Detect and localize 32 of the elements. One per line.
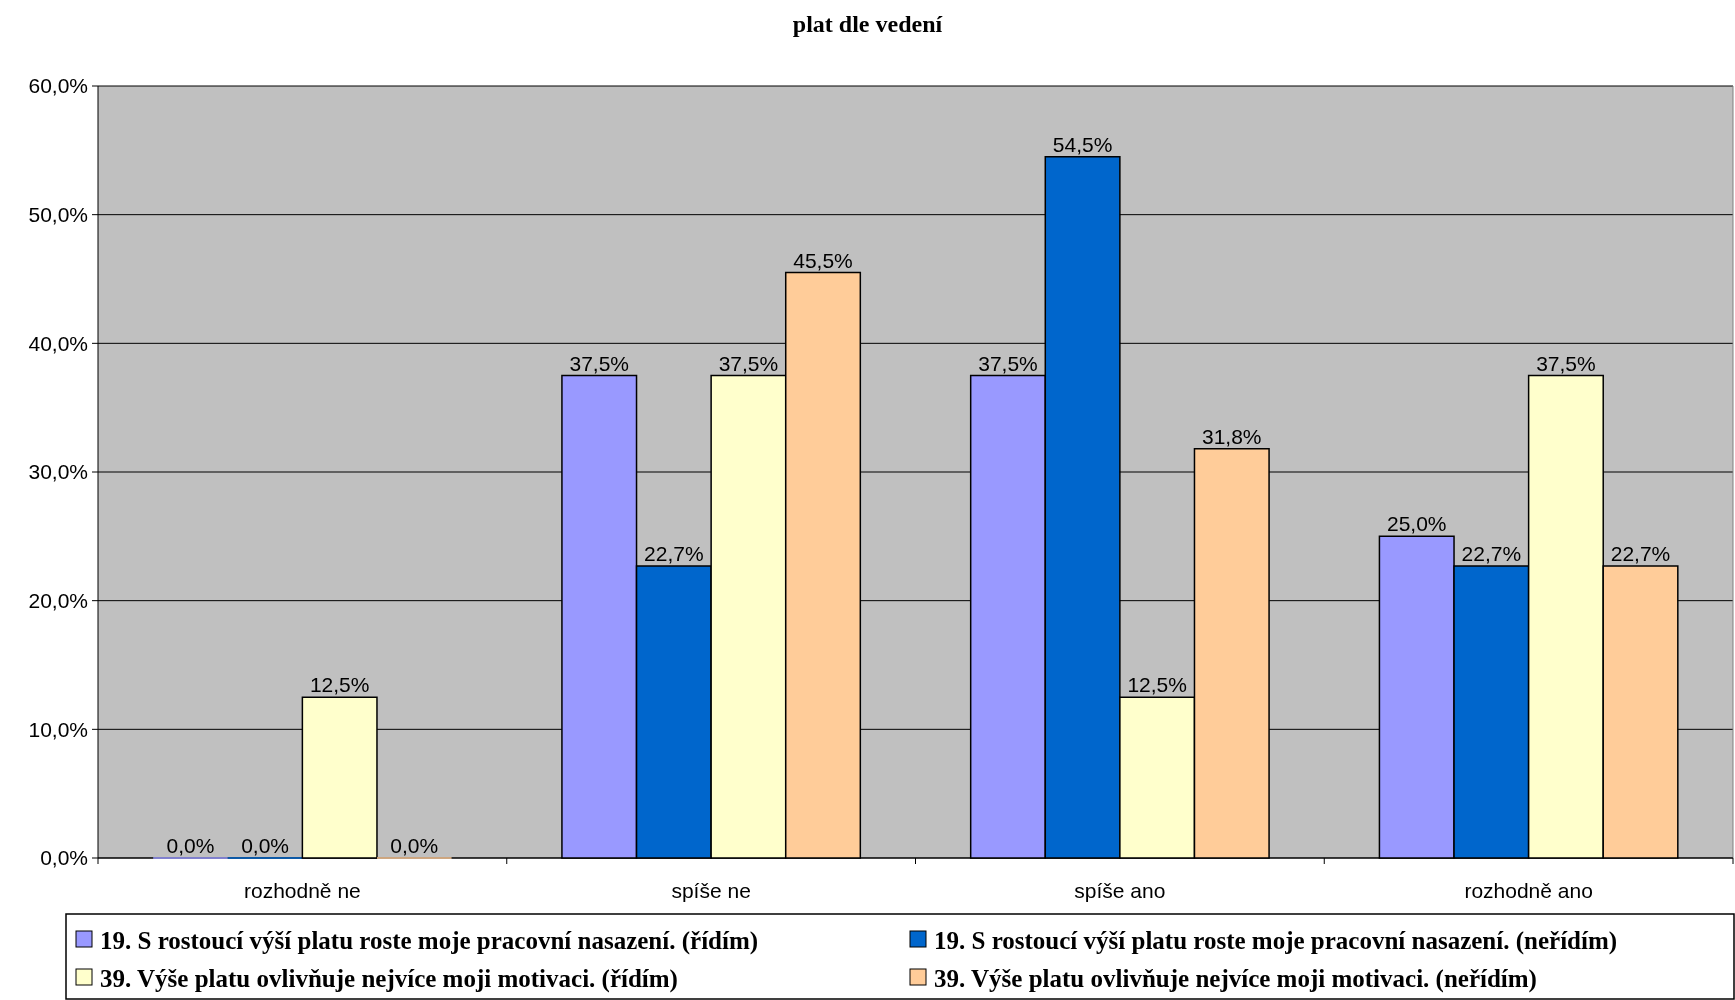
y-tick-label: 0,0% [40,846,88,870]
data-label: 37,5% [978,351,1038,375]
data-label: 45,5% [793,248,853,272]
data-label: 22,7% [1461,541,1522,565]
legend-label: 19. S rostoucí výší platu roste moje pracovní nasazení. (řídím) [100,926,759,955]
data-label: 12,5% [309,673,370,697]
data-label: 37,5% [569,351,629,375]
data-label: 31,8% [1202,424,1262,448]
y-tick-label: 60,0% [28,74,88,98]
data-label: 37,5% [1536,351,1596,375]
y-tick-label: 40,0% [28,331,88,355]
data-label: 22,7% [1610,541,1671,565]
y-tick-label: 20,0% [28,589,88,613]
chart-title: plat dle vedení [792,11,943,37]
data-label: 54,5% [1052,132,1113,156]
x-tick-label: spíše ano [1074,879,1166,902]
data-label: 0,0% [390,834,439,857]
data-label: 0,0% [166,834,215,857]
data-label: 22,7% [644,541,704,565]
y-tick-label: 50,0% [28,203,88,227]
data-label: 37,5% [718,351,779,375]
y-tick-label: 10,0% [28,717,88,741]
data-label: 0,0% [241,834,290,857]
data-label: 25,0% [1386,512,1447,536]
legend-label: 39. Výše platu ovlivňuje nejvíce moji motivaci. (řídím) [100,964,678,993]
y-tick-label: 30,0% [28,460,88,484]
data-label: 12,5% [1127,673,1187,697]
x-tick-label: spíše ne [671,879,751,902]
legend-label: 19. S rostoucí výší platu roste moje pracovní nasazení. (neřídím) [934,926,1618,955]
x-tick-label: rozhodně ne [243,879,361,902]
legend-label: 39. Výše platu ovlivňuje nejvíce moji motivaci. (neřídím) [934,964,1537,993]
x-tick-label: rozhodně ano [1464,879,1593,902]
